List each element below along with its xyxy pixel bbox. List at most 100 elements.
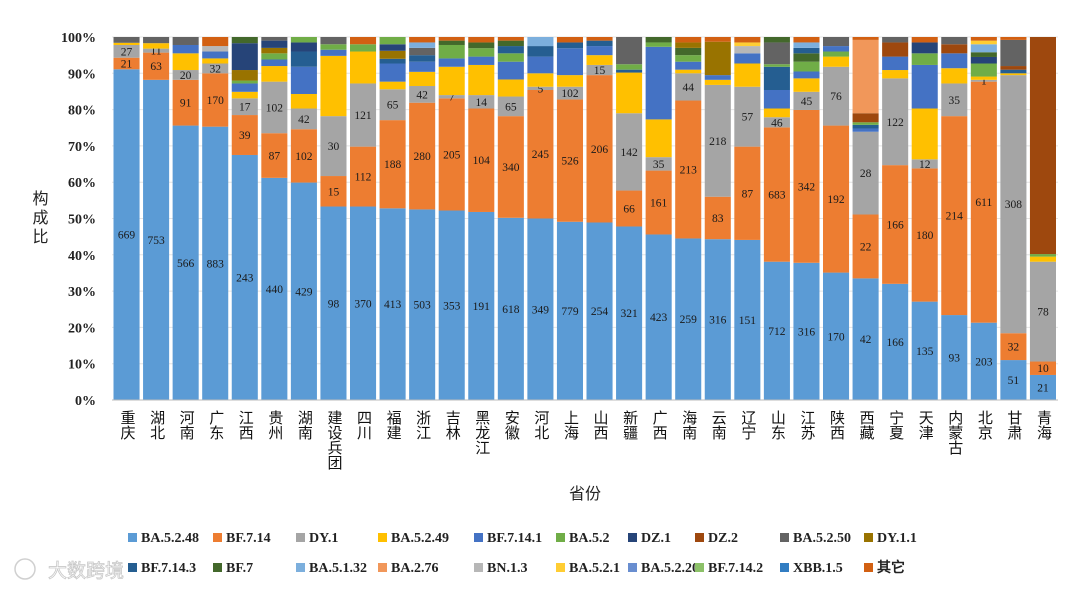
- bar-segment-BA.5.2.49: [497, 79, 524, 97]
- data-label: 206: [591, 144, 609, 156]
- bar-segment-BA.5.2.48: [202, 126, 229, 400]
- bar-segment-BF.7.14.3: [290, 51, 317, 67]
- bar-segment-BA.5.2.48: [911, 301, 938, 400]
- bar-segment-DY.1: [113, 44, 140, 58]
- x-tick-label: 建设兵团: [325, 410, 342, 470]
- legend-item: BA.5.2.50: [780, 531, 851, 546]
- bar-segment-BF.7.14.3: [852, 124, 879, 129]
- bar-segment-BF.7.14.3: [793, 47, 820, 54]
- data-label: 91: [180, 98, 192, 110]
- x-tick-label: 山西: [592, 410, 609, 440]
- data-label: 22: [860, 241, 872, 253]
- x-tick-label: 云南: [710, 410, 727, 440]
- bar-segment-其它: [409, 37, 436, 43]
- y-tick-label: 80%: [68, 104, 96, 119]
- bar-segment-其它: [556, 37, 583, 43]
- bar-segment-BA.5.2: [290, 37, 317, 43]
- x-tick-label: 山东: [769, 410, 785, 440]
- x-tick-label: 青海: [1035, 410, 1052, 440]
- bar-segment-BA.5.2.48: [556, 221, 583, 400]
- data-label: 87: [742, 188, 754, 200]
- bar-segment-DY.1: [350, 83, 377, 147]
- x-tick-label: 西藏: [858, 410, 875, 441]
- bar-segment-BF.7.14: [438, 98, 465, 211]
- bar-segment-BA.5.2.48: [468, 211, 495, 400]
- data-label: 161: [650, 198, 668, 210]
- bar-segment-BA.5.2.49: [645, 119, 672, 158]
- bar-segment-BA.5.2.49: [379, 81, 406, 90]
- legend-label: 其它: [877, 559, 905, 576]
- bar-segment-DY.1: [852, 131, 879, 215]
- legend-label: BN.1.3: [487, 561, 527, 576]
- bar-江西: 243 39 17: [231, 37, 258, 400]
- bar-segment-DZ.1: [970, 56, 997, 64]
- x-tick-label: 湖南: [296, 410, 313, 440]
- bar-segment-DZ.1: [290, 42, 317, 52]
- data-label: 30: [328, 141, 340, 153]
- bar-segment-其它: [350, 37, 377, 45]
- bar-云南: 316 83 218: [704, 37, 731, 400]
- legend-label: BF.7.14.1: [487, 531, 542, 546]
- legend-swatch: [296, 563, 305, 572]
- x-tick-label: 吉林: [444, 410, 461, 440]
- bar-segment-BF.7.14.1: [409, 61, 436, 72]
- bar-segment-BF.7.14.1: [852, 128, 879, 132]
- legend-swatch: [474, 533, 483, 542]
- bar-segment-BA.5.2.49: [231, 91, 258, 99]
- bar-segment-DY.1: [616, 113, 643, 191]
- bar-segment-BA.5.2.48: [704, 239, 731, 400]
- bar-segment-BA.5.2.48: [823, 272, 850, 400]
- bar-吉林: 353 205 7: [438, 37, 465, 400]
- bar-segment-BF.7.14.1: [556, 48, 583, 76]
- data-label: 135: [916, 346, 934, 358]
- data-label: 5: [538, 83, 544, 95]
- bar-segment-BA.5.2.50: [941, 37, 968, 45]
- data-label: 245: [532, 149, 550, 161]
- legend-item: BF.7.14.1: [474, 531, 542, 546]
- y-tick-label: 50%: [68, 213, 96, 228]
- bar-segment-BA.5.2.50: [113, 37, 140, 43]
- legend-label: DZ.1: [641, 531, 671, 546]
- x-tick-label: 湖北: [148, 410, 165, 440]
- x-tick-label: 宁夏: [887, 410, 904, 440]
- legend-label: BA.5.2.1: [569, 561, 620, 576]
- bar-segment-BA.5.2: [823, 51, 850, 57]
- bar-安徽: 618 340 65: [497, 37, 524, 400]
- bar-segment-BF.7.14: [704, 196, 731, 240]
- data-label: 32: [209, 63, 221, 75]
- legend-item: BA.2.76: [378, 561, 438, 576]
- data-label: 349: [532, 304, 550, 316]
- data-label: 7: [449, 92, 455, 104]
- bar-segment-BA.5.2.49: [882, 70, 909, 79]
- x-tick-label: 北京: [976, 410, 993, 441]
- bar-segment-DZ.2: [1000, 66, 1027, 70]
- bar-segment-BF.7.14: [350, 146, 377, 207]
- bar-segment-BF.7.14.1: [379, 63, 406, 82]
- bar-segment-DZ.1: [911, 42, 938, 54]
- bar-segment-BF.7.14: [172, 79, 199, 126]
- legend-item: BF.7.14: [213, 531, 271, 546]
- y-tick-label: 90%: [68, 67, 96, 82]
- bar-segment-BA.5.2: [970, 63, 997, 77]
- bar-segment-BF.7.14.1: [586, 46, 613, 56]
- bar-segment-DY.1: [793, 91, 820, 110]
- bar-segment-DY.1: [882, 78, 909, 166]
- x-tick-label: 安徽: [503, 410, 520, 440]
- bar-segment-DY.1: [556, 86, 583, 100]
- x-tick-label: 河南: [178, 410, 195, 440]
- bar-segment-BF.7: [468, 42, 495, 49]
- bar-湖南: 429 102 42: [290, 37, 317, 400]
- legend-item: DY.1: [296, 531, 338, 546]
- bar-segment-BA.5.2.50: [882, 37, 909, 43]
- bar-segment-BF.7.14.1: [231, 83, 258, 92]
- data-label: 32: [1008, 342, 1020, 354]
- bar-segment-BF.7.14: [261, 133, 288, 178]
- legend-item: BA.5.2: [556, 531, 609, 546]
- bar-segment-BF.7.14.1: [261, 59, 288, 67]
- legend-label: BA.2.76: [391, 561, 438, 576]
- data-label: 122: [887, 117, 905, 129]
- legend-item: DZ.2: [695, 531, 738, 546]
- bar-segment-BA.5.2.48: [1000, 360, 1027, 400]
- bar-segment-BA.5.2: [379, 37, 406, 45]
